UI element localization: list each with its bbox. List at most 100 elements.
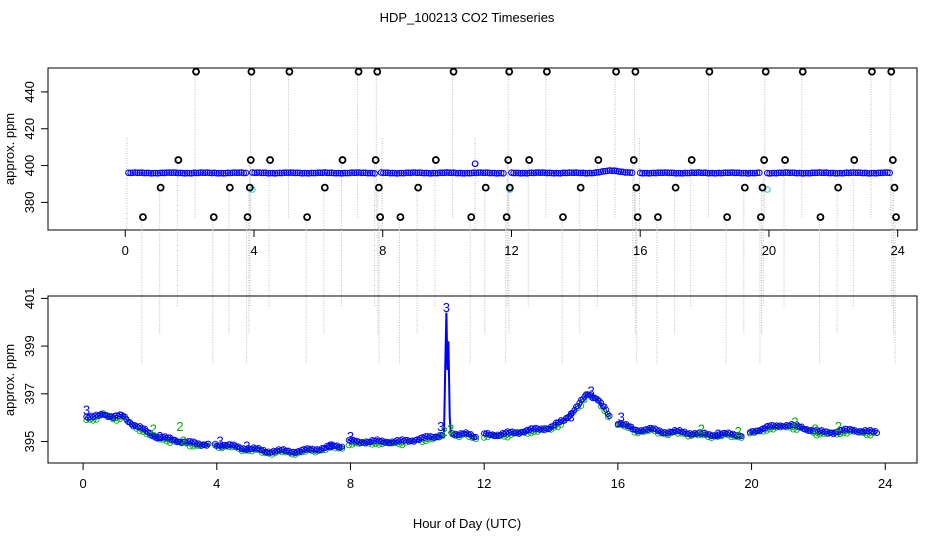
- sample-point: [543, 169, 551, 177]
- sample-point: [608, 167, 616, 175]
- sample-point: [335, 169, 342, 177]
- sample-point: [276, 169, 283, 177]
- sample-point: [884, 169, 891, 176]
- sample-point: [699, 169, 707, 177]
- calibration-point: [505, 183, 514, 192]
- sample-point: [546, 169, 553, 177]
- sample-point: [229, 169, 236, 177]
- sample-point: [235, 169, 243, 176]
- y-tick-label: 397: [22, 383, 37, 405]
- series-3-point: [606, 412, 613, 420]
- series-3-point: [576, 399, 583, 406]
- calibration-point: [761, 67, 770, 76]
- calibration-point: [834, 183, 843, 192]
- sample-point: [845, 169, 853, 177]
- sample-point: [599, 167, 607, 175]
- sample-point: [615, 168, 623, 175]
- sample-point: [448, 169, 455, 177]
- sample-point: [838, 169, 846, 177]
- series-label-3: 3: [243, 438, 250, 453]
- sample-point: [550, 170, 558, 177]
- series-2-point: [481, 434, 488, 441]
- x-tick-label: 24: [878, 476, 892, 491]
- sample-point: [764, 169, 771, 177]
- calibration-point: [850, 156, 859, 164]
- calibration-point: [374, 183, 383, 192]
- calibration-point: [631, 67, 640, 76]
- sample-point: [231, 169, 238, 176]
- sample-point: [731, 169, 738, 177]
- bottom-plot-axes: 0 4 8 12 16 20 24 395 397 399 401: [22, 288, 892, 491]
- sample-point: [575, 169, 582, 177]
- calibration-point: [209, 213, 218, 222]
- series-3-point: [601, 403, 608, 410]
- sample-point: [552, 169, 560, 177]
- sample-point: [782, 169, 789, 176]
- sample-point: [328, 169, 335, 177]
- sample-point: [588, 169, 596, 177]
- series-3-point: [205, 440, 212, 447]
- sample-point: [639, 169, 646, 177]
- calibration-point: [888, 156, 897, 164]
- sample-point-spike: [471, 160, 479, 168]
- sample-point: [811, 169, 819, 177]
- sample-point: [886, 169, 893, 177]
- sample-point: [717, 169, 725, 177]
- sample-point: [784, 169, 792, 176]
- sample-point: [742, 169, 750, 177]
- sample-point: [170, 169, 177, 176]
- sample-point: [766, 170, 773, 177]
- sample-point: [768, 169, 776, 177]
- sample-point: [190, 169, 198, 177]
- sample-point: [326, 169, 333, 177]
- series-label-3: 3: [83, 403, 90, 418]
- calibration-point: [525, 156, 534, 164]
- sample-point: [495, 169, 503, 177]
- calibration-point: [757, 213, 765, 222]
- sample-point: [572, 169, 580, 176]
- calibration-point: [504, 156, 513, 164]
- sample-point: [233, 169, 241, 177]
- x-tick-label: 12: [504, 243, 518, 258]
- sample-point: [260, 169, 268, 177]
- sample-point: [648, 169, 655, 177]
- calibration-point: [376, 213, 385, 222]
- sample-point: [314, 169, 322, 176]
- sample-point: [861, 169, 869, 177]
- sample-point: [559, 169, 567, 177]
- calibration-point: [629, 156, 638, 164]
- sample-point: [267, 169, 274, 177]
- series-3-point: [203, 442, 210, 449]
- sample-point: [641, 169, 649, 177]
- sample-point: [791, 169, 798, 177]
- series-3-point: [138, 424, 145, 431]
- sample-point: [470, 169, 478, 177]
- sample-point: [645, 170, 653, 177]
- series-label-3: 3: [327, 438, 334, 453]
- sample-point: [459, 170, 466, 177]
- sample-point: [753, 169, 761, 177]
- series-2-point: [218, 445, 225, 452]
- sample-point: [346, 169, 354, 177]
- y-tick-label: 399: [22, 335, 37, 357]
- sample-point: [517, 170, 524, 177]
- sample-point: [278, 169, 286, 177]
- series-label-2: 2: [791, 414, 798, 429]
- sample-point: [310, 169, 317, 177]
- sample-point: [661, 169, 669, 176]
- sample-point: [523, 170, 531, 177]
- sample-point: [222, 169, 229, 177]
- calibration-point: [740, 183, 749, 192]
- x-tick-label: 24: [890, 243, 904, 258]
- sample-point: [150, 169, 157, 177]
- sample-point: [865, 170, 873, 177]
- series-3-point: [574, 402, 581, 410]
- sample-point: [353, 169, 360, 176]
- sample-point: [341, 169, 349, 177]
- series-label-3: 3: [618, 410, 625, 425]
- calibration-point: [816, 213, 825, 222]
- sample-point: [416, 169, 423, 176]
- sample-point: [715, 169, 723, 177]
- sample-point: [134, 169, 141, 177]
- series-3-point: [497, 431, 504, 438]
